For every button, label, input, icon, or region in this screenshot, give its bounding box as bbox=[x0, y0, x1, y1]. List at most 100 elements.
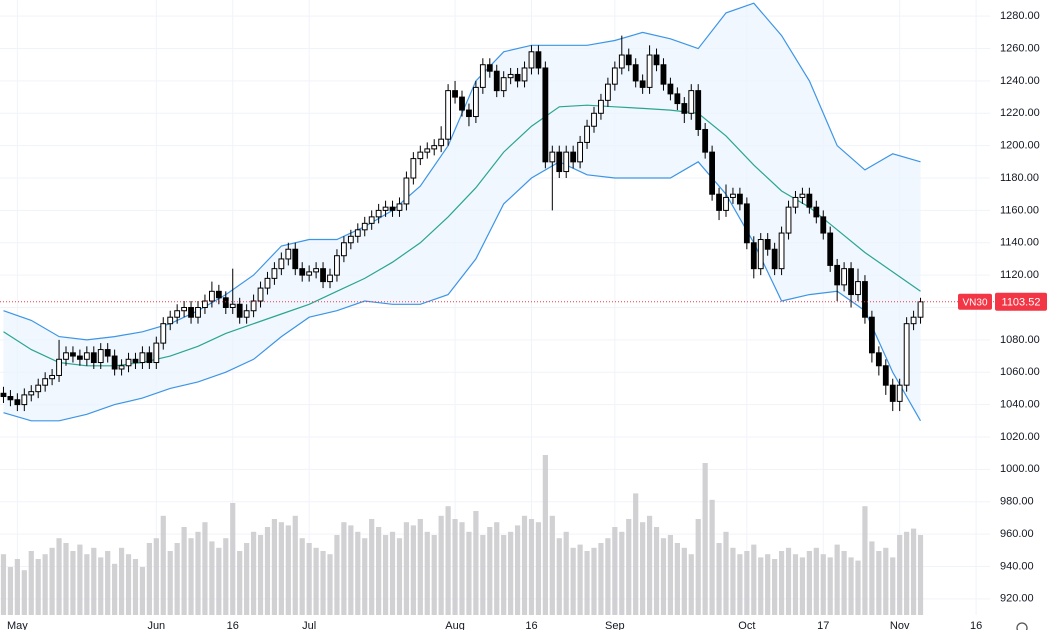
candle-body bbox=[889, 384, 896, 402]
y-tick-label: 1260.00 bbox=[1000, 42, 1040, 54]
candle-body bbox=[827, 232, 834, 266]
candle-body bbox=[292, 248, 299, 270]
volume-bar bbox=[897, 535, 903, 615]
candle-body bbox=[306, 271, 313, 276]
candle-body bbox=[639, 80, 646, 88]
candle-body bbox=[604, 83, 611, 101]
volume-bar bbox=[806, 551, 812, 615]
candle-body bbox=[215, 290, 222, 299]
volume-bar bbox=[84, 554, 90, 615]
volume-bar bbox=[855, 560, 861, 615]
candle-body bbox=[431, 145, 438, 150]
y-tick-label: 1200.00 bbox=[1000, 140, 1040, 152]
candle-body bbox=[90, 352, 97, 364]
candle-body bbox=[625, 54, 632, 66]
volume-bar bbox=[306, 543, 312, 615]
volume-bar bbox=[438, 515, 444, 615]
candle-body bbox=[7, 396, 14, 401]
candle-body bbox=[299, 268, 306, 276]
volume-bar bbox=[848, 557, 854, 615]
volume-bar bbox=[431, 535, 437, 615]
candle-body bbox=[438, 138, 445, 147]
candle-body bbox=[778, 232, 785, 270]
x-tick-label: Jul bbox=[302, 620, 316, 630]
candle-body bbox=[0, 392, 7, 398]
volume bbox=[0, 455, 924, 615]
volume-bar bbox=[549, 515, 555, 615]
volume-bar bbox=[285, 525, 291, 615]
volume-bar bbox=[417, 519, 423, 615]
candle-body bbox=[417, 151, 424, 160]
candle-body bbox=[42, 378, 49, 386]
volume-bar bbox=[563, 531, 569, 615]
candle-body bbox=[563, 151, 570, 173]
x-tick-label: 16 bbox=[227, 620, 239, 630]
candle-body bbox=[35, 384, 42, 393]
volume-bar bbox=[396, 538, 403, 615]
x-tick-label: Jun bbox=[147, 620, 165, 630]
volume-bar bbox=[799, 557, 806, 615]
volume-bar bbox=[820, 554, 826, 615]
volume-bar bbox=[723, 531, 729, 615]
candle-body bbox=[97, 349, 104, 364]
y-tick-label: 960.00 bbox=[1000, 528, 1034, 540]
volume-bar bbox=[223, 538, 229, 615]
candle-body bbox=[56, 358, 62, 376]
candle-body bbox=[257, 287, 264, 302]
volume-bar bbox=[813, 547, 819, 615]
candle-body bbox=[591, 112, 597, 127]
candle-body bbox=[584, 125, 590, 143]
volume-bar bbox=[702, 463, 708, 615]
volume-bar bbox=[376, 527, 382, 615]
candle-body bbox=[736, 193, 743, 205]
candle-body bbox=[202, 300, 208, 308]
volume-bar bbox=[528, 519, 535, 615]
y-tick-label: 1020.00 bbox=[1000, 431, 1040, 443]
volume-bar bbox=[681, 547, 687, 615]
volume-bar bbox=[605, 538, 611, 615]
volume-bar bbox=[42, 554, 48, 615]
volume-bar bbox=[77, 544, 83, 615]
candle-body bbox=[632, 64, 639, 82]
volume-bar bbox=[202, 522, 208, 615]
candle-body bbox=[771, 248, 778, 270]
y-tick-label: 980.00 bbox=[1000, 496, 1034, 508]
volume-bar bbox=[112, 563, 118, 615]
volume-bar bbox=[98, 557, 104, 615]
candle-body bbox=[167, 316, 174, 325]
y-tick-label: 1180.00 bbox=[1000, 172, 1039, 184]
y-tick-label: 1060.00 bbox=[1000, 366, 1040, 378]
volume-bar bbox=[917, 535, 924, 615]
volume-bar bbox=[56, 538, 62, 615]
candle-body bbox=[132, 358, 139, 364]
x-tick-label: Aug bbox=[445, 620, 465, 630]
candle-body bbox=[910, 316, 917, 325]
candle-body bbox=[459, 96, 465, 111]
volume-bar bbox=[445, 506, 451, 615]
volume-bar bbox=[758, 557, 764, 615]
settings-icon[interactable] bbox=[1016, 622, 1028, 630]
volume-bar bbox=[49, 547, 55, 615]
volume-bar bbox=[785, 547, 792, 615]
volume-bar bbox=[744, 551, 750, 615]
candle-body bbox=[160, 323, 167, 344]
candle-body bbox=[653, 54, 660, 66]
candle-body bbox=[181, 307, 188, 312]
volume-bar bbox=[167, 551, 173, 615]
candle-body bbox=[327, 274, 333, 283]
y-tick-label: 920.00 bbox=[1000, 593, 1034, 605]
candle-body bbox=[667, 83, 674, 95]
volume-bar bbox=[508, 531, 514, 615]
volume-bar bbox=[209, 541, 215, 615]
volume-bar bbox=[591, 547, 597, 615]
volume-bar bbox=[904, 531, 910, 615]
candle-body bbox=[493, 70, 500, 92]
candle-body bbox=[792, 196, 799, 208]
candle-body bbox=[723, 196, 729, 211]
volume-bar bbox=[146, 543, 152, 615]
candle-body bbox=[208, 290, 215, 302]
volume-bar bbox=[14, 559, 20, 615]
volume-bar bbox=[389, 531, 396, 615]
volume-bar bbox=[334, 535, 340, 615]
